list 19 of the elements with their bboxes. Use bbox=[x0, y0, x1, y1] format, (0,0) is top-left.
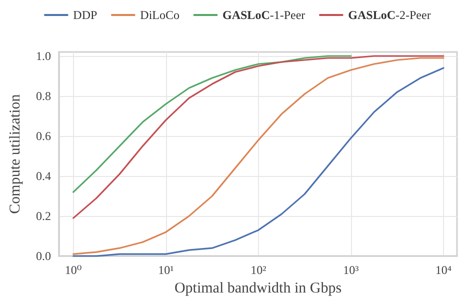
legend-label: DiLoCo bbox=[140, 8, 180, 22]
x-tick-label: 10⁰ bbox=[64, 263, 82, 278]
x-axis-title: Optimal bandwidth in Gbps bbox=[174, 280, 342, 296]
y-tick-label: 0.0 bbox=[36, 249, 51, 264]
y-axis-title: Compute utilization bbox=[8, 94, 24, 214]
legend-label: GASLoC-1-Peer bbox=[222, 8, 306, 22]
legend-label: DDP bbox=[73, 8, 98, 22]
y-tick-label: 1.0 bbox=[36, 49, 51, 63]
x-tick-label: 10² bbox=[250, 263, 267, 278]
x-tick-label: 10³ bbox=[343, 263, 360, 278]
line-series bbox=[72, 55, 444, 219]
y-tick-label: 0.6 bbox=[36, 129, 51, 144]
x-tick-label: 10⁴ bbox=[435, 263, 452, 278]
y-tick-label: 0.2 bbox=[36, 209, 51, 224]
y-tick-label: 0.8 bbox=[36, 89, 51, 104]
line-series bbox=[72, 55, 352, 193]
legend-label: GASLoC-2-Peer bbox=[348, 8, 431, 22]
x-tick-label: 10¹ bbox=[158, 263, 174, 278]
y-tick-label: 0.4 bbox=[36, 169, 51, 184]
